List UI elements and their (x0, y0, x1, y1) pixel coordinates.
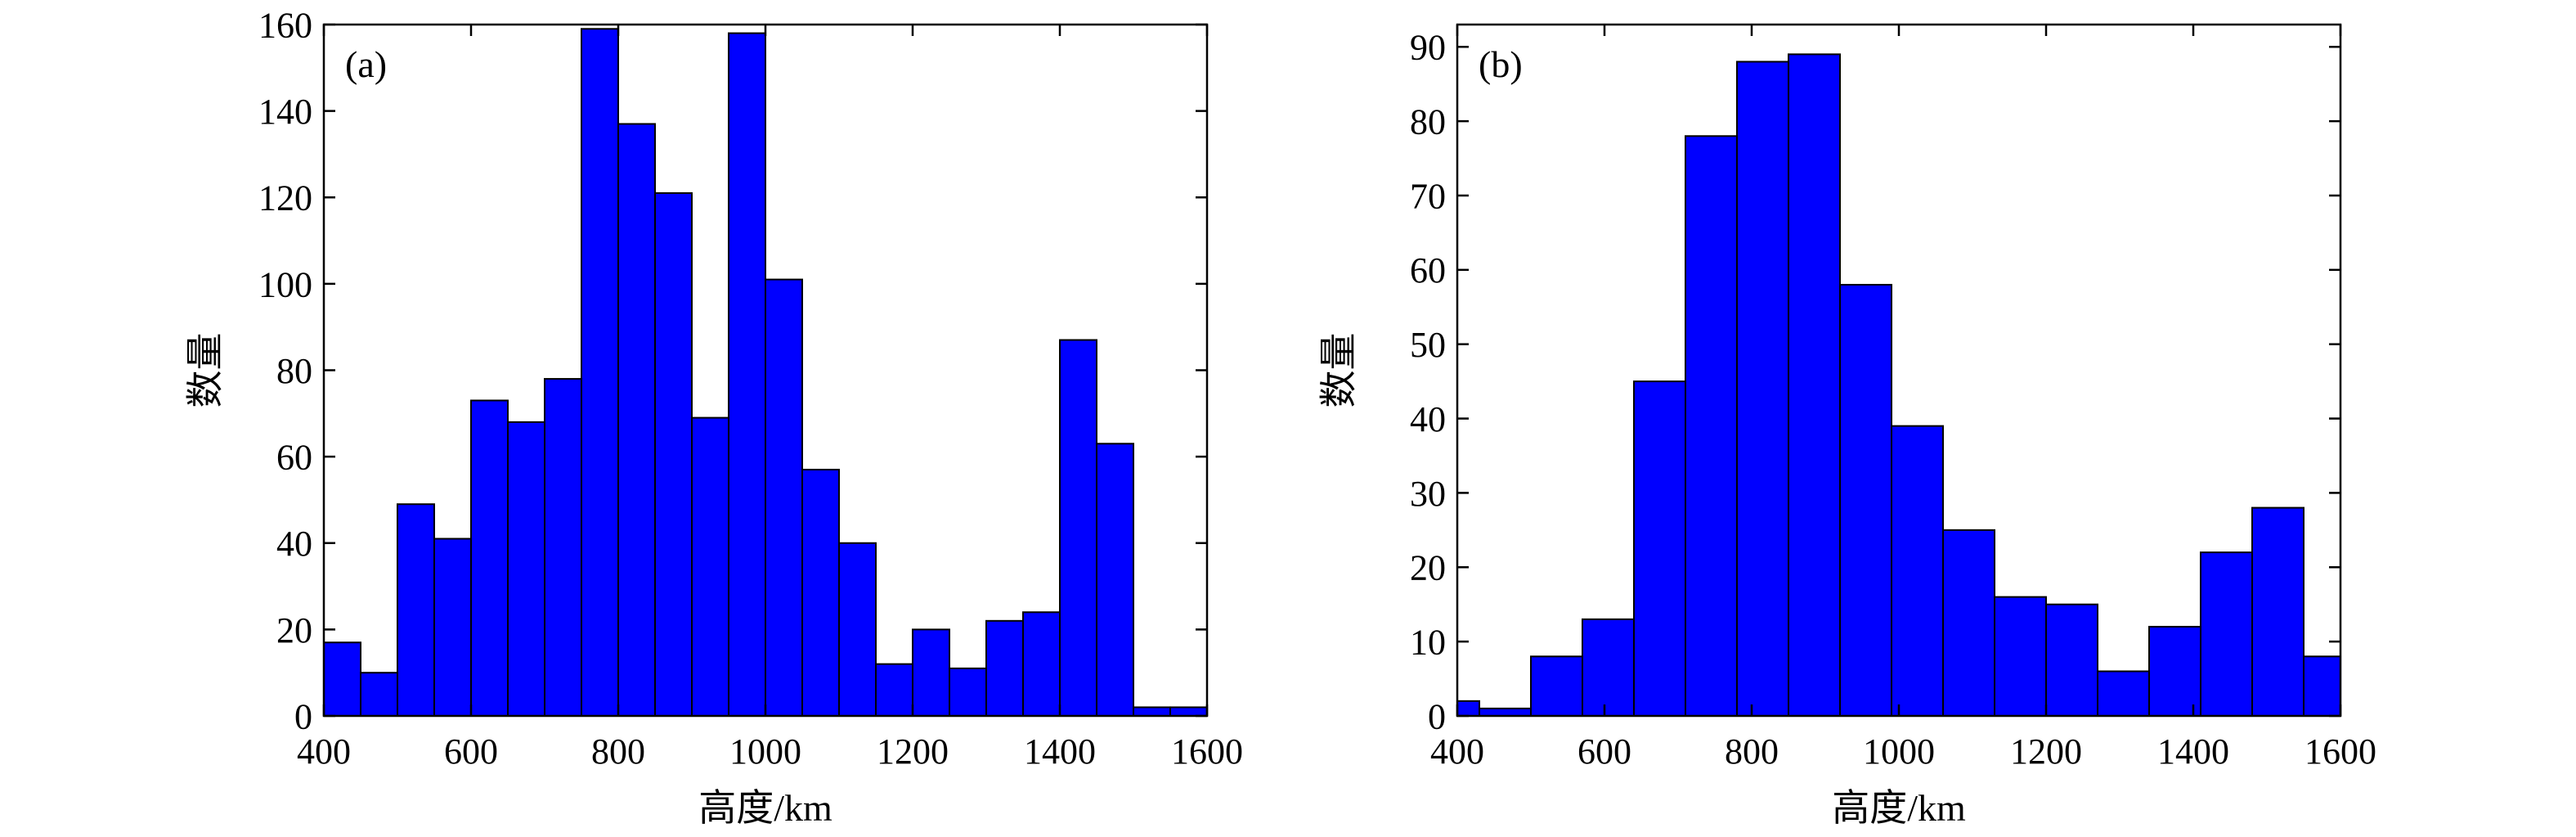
x-tick-label: 600 (1577, 731, 1631, 772)
bar (1633, 380, 1686, 717)
bar (1839, 284, 1892, 717)
bar (691, 416, 729, 717)
bar (1096, 443, 1134, 717)
bar (2303, 655, 2341, 717)
y-axis-label: 数量 (1318, 333, 1360, 408)
x-tick-label: 800 (1725, 731, 1779, 772)
chart-panel-a: 0 20 40 60 80 100 120 140 160 400 600 800 1000 1200 14… (185, 5, 1243, 829)
x-tick-label: 400 (1430, 731, 1484, 772)
y-tick-label: 10 (1410, 623, 1446, 663)
bar (1685, 135, 1738, 717)
bar (433, 538, 472, 717)
bars (323, 28, 1208, 717)
bar (1582, 618, 1635, 717)
bar (1788, 53, 1841, 717)
bar (801, 468, 840, 717)
x-tick-label: 1400 (2157, 731, 2229, 772)
bar (1022, 611, 1061, 717)
y-tick-label: 80 (276, 351, 312, 391)
y-tick-label: 40 (1410, 399, 1446, 439)
y-tick-label: 90 (1410, 28, 1446, 68)
bars (1456, 53, 2341, 718)
bar (397, 503, 435, 717)
bar (2045, 603, 2098, 717)
bar (2097, 670, 2150, 718)
bar (360, 672, 398, 717)
y-tick-label: 20 (1410, 548, 1446, 588)
x-tick-label: 400 (297, 731, 351, 772)
bar (1891, 425, 1944, 717)
x-axis: 400 600 800 1000 1200 1400 1600 (1430, 25, 2376, 772)
y-axis: 0 10 20 30 40 50 60 70 80 90 (1410, 28, 2340, 736)
y-tick-label: 100 (258, 264, 312, 304)
bar (1942, 529, 1995, 718)
bar (1169, 706, 1208, 717)
y-tick-label: 20 (276, 610, 312, 650)
bar (1059, 339, 1097, 717)
y-tick-label: 60 (1410, 250, 1446, 290)
bar (1133, 706, 1171, 717)
bar (838, 542, 877, 717)
bar (765, 278, 803, 717)
bar (2148, 625, 2201, 717)
x-tick-label: 1000 (729, 731, 801, 772)
bar (470, 399, 509, 717)
x-axis: 400 600 800 1000 1200 1400 1600 (297, 25, 1243, 772)
bar (1736, 61, 1789, 717)
bar (507, 421, 545, 717)
bar (544, 378, 582, 717)
bar (654, 191, 693, 717)
bar (1456, 700, 1480, 717)
x-axis-label: 高度/km (698, 787, 832, 829)
bar (2251, 506, 2304, 717)
x-tick-label: 1600 (1171, 731, 1243, 772)
x-tick-label: 600 (444, 731, 498, 772)
panel-label: (b) (1479, 43, 1523, 85)
panel-label: (a) (345, 43, 387, 85)
y-tick-label: 50 (1410, 325, 1446, 365)
bar (1479, 707, 1532, 718)
chart-panel-b: 0 10 20 30 40 50 60 70 80 90 400 600 800 1000 1200 1400… (1318, 23, 2376, 829)
x-tick-label: 800 (591, 731, 645, 772)
y-tick-label: 160 (258, 5, 312, 45)
x-axis-label: 高度/km (1832, 787, 1966, 829)
y-tick-label: 120 (258, 178, 312, 218)
bar (912, 628, 950, 717)
y-axis: 0 20 40 60 80 100 120 140 160 (258, 5, 1207, 736)
y-axis-label: 数量 (185, 333, 227, 408)
bar (323, 641, 361, 717)
y-tick-label: 0 (294, 696, 312, 736)
bar (581, 28, 619, 717)
x-tick-label: 1400 (1024, 731, 1096, 772)
y-tick-label: 30 (1410, 474, 1446, 514)
y-tick-label: 140 (258, 92, 312, 132)
x-tick-label: 1000 (1863, 731, 1935, 772)
x-tick-label: 1200 (877, 731, 949, 772)
y-tick-label: 60 (276, 438, 312, 478)
y-tick-label: 70 (1410, 176, 1446, 216)
x-tick-label: 1600 (2304, 731, 2376, 772)
y-tick-label: 80 (1410, 102, 1446, 142)
y-tick-label: 0 (1428, 696, 1446, 736)
bar (949, 667, 987, 717)
bar (1530, 655, 1583, 717)
x-tick-label: 1200 (2010, 731, 2082, 772)
bar (728, 32, 766, 717)
bar (2200, 551, 2253, 718)
y-tick-label: 40 (276, 524, 312, 564)
bar (1994, 596, 2047, 717)
bar (985, 619, 1024, 717)
bar (617, 123, 656, 717)
bar (875, 663, 913, 717)
